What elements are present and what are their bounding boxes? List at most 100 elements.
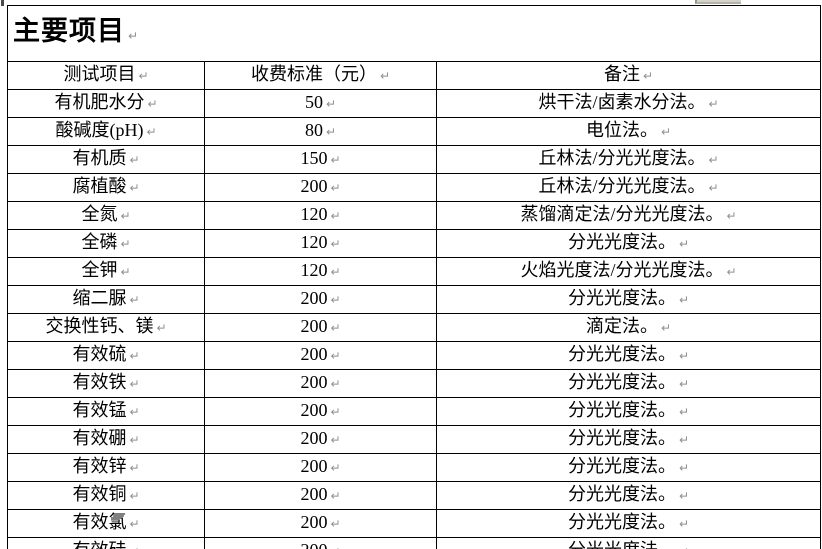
cell-test-item[interactable]: 腐植酸 ↵: [7, 173, 205, 202]
cell-test-item[interactable]: 有效硼 ↵: [7, 425, 205, 454]
cell-remark[interactable]: 分光光度法。↵: [436, 341, 821, 370]
cell-fee[interactable]: 200↵: [204, 425, 437, 454]
header-cell-fee[interactable]: 收费标准（元） ↵: [204, 61, 437, 90]
cell-remark[interactable]: 火焰光度法/分光光度法。 ↵: [436, 257, 821, 286]
cell-fee[interactable]: 200↵: [204, 397, 437, 426]
cell-text: 有效硫: [72, 344, 127, 364]
table-row: 酸碱度(pH) ↵ 80 ↵ 电位法。 ↵: [7, 117, 821, 146]
cell-remark[interactable]: 分光光度法。↵: [436, 537, 821, 549]
paragraph-mark-icon: ↵: [678, 349, 690, 363]
cell-text: 有效硼: [72, 428, 127, 448]
cell-test-item[interactable]: 有效氯 ↵: [7, 509, 205, 538]
cell-fee[interactable]: 200↵: [204, 537, 437, 549]
cell-text: 酸碱度(pH): [55, 120, 144, 140]
paragraph-mark-icon: ↵: [129, 153, 140, 167]
cell-text: 200: [300, 456, 328, 476]
cell-text: 全钾: [81, 260, 118, 280]
paragraph-mark-icon: ↵: [678, 293, 690, 307]
cell-test-item[interactable]: 有效锰 ↵: [7, 397, 205, 426]
cell-remark[interactable]: 分光光度法。↵: [436, 453, 821, 482]
cell-text: 有效铁: [72, 372, 127, 392]
cell-test-item[interactable]: 有机质 ↵: [7, 145, 205, 174]
paragraph-mark-icon: ↵: [379, 69, 391, 83]
cell-test-item[interactable]: 全钾 ↵: [7, 257, 205, 286]
cell-test-item[interactable]: 全磷 ↵: [7, 229, 205, 258]
cell-test-item[interactable]: 缩二脲 ↵: [7, 285, 205, 314]
paragraph-mark-icon: ↵: [129, 377, 140, 391]
cell-test-item[interactable]: 有效硫 ↵: [7, 341, 205, 370]
cell-remark[interactable]: 蒸馏滴定法/分光光度法。 ↵: [436, 201, 821, 230]
cell-fee[interactable]: 200↵: [204, 341, 437, 370]
cell-text: 200: [300, 176, 328, 196]
cell-fee[interactable]: 150 ↵: [204, 145, 437, 174]
scrollbar-fragment[interactable]: [695, 0, 741, 4]
cell-test-item[interactable]: 交换性钙、镁 ↵: [7, 313, 205, 342]
cell-fee[interactable]: 120 ↵: [204, 229, 437, 258]
cell-text: 80: [304, 120, 323, 140]
cell-test-item[interactable]: 有效硅↵: [7, 537, 205, 549]
cell-test-item[interactable]: 有机肥水分 ↵: [7, 89, 205, 118]
cell-remark[interactable]: 丘林法/分光光度法。 ↵: [436, 173, 821, 202]
cell-test-item[interactable]: 有效铁 ↵: [7, 369, 205, 398]
paragraph-mark-icon: ↵: [129, 517, 140, 531]
paragraph-mark-icon: ↵: [708, 181, 719, 195]
paragraph-mark-icon: ↵: [330, 461, 341, 475]
cell-fee[interactable]: 200↵: [204, 313, 437, 342]
cell-remark[interactable]: 分光光度法。↵: [436, 369, 821, 398]
table-row: 有效铜 ↵ 200 ↵ 分光光度法。 ↵: [7, 481, 821, 510]
cell-test-item[interactable]: 有效铜 ↵: [7, 481, 205, 510]
cell-text: 交换性钙、镁: [45, 316, 154, 336]
header-cell-remark[interactable]: 备注 ↵: [436, 61, 821, 90]
cell-remark[interactable]: 分光光度法。↵: [436, 285, 821, 314]
table-row: 有效锌 ↵ 200 ↵ 分光光度法。 ↵: [7, 453, 821, 482]
cell-fee[interactable]: 200↵: [204, 481, 437, 510]
cell-text: 有机质: [72, 148, 127, 168]
cell-test-item[interactable]: 酸碱度(pH) ↵: [7, 117, 205, 146]
cell-remark[interactable]: 滴定法。 ↵: [436, 313, 821, 342]
paragraph-mark-icon: ↵: [330, 293, 341, 307]
cell-remark[interactable]: 分光光度法。↵: [436, 509, 821, 538]
cell-text: 分光光度法。: [567, 512, 676, 532]
cell-fee[interactable]: 50 ↵: [204, 89, 437, 118]
cell-remark[interactable]: 分光光度法。↵: [436, 425, 821, 454]
cell-fee[interactable]: 200↵: [204, 369, 437, 398]
table-row: 腐植酸 ↵ 200 ↵ 丘林法/分光光度法。 ↵: [7, 173, 821, 202]
cell-text: 腐植酸: [72, 176, 127, 196]
cell-remark[interactable]: 分光光度法。↵: [436, 229, 821, 258]
paragraph-mark-icon: ↵: [129, 461, 140, 475]
cell-remark[interactable]: 分光光度法。↵: [436, 481, 821, 510]
cell-remark[interactable]: 丘林法/分光光度法。 ↵: [436, 145, 821, 174]
cell-text: 有效氯: [72, 512, 127, 532]
cell-fee[interactable]: 120 ↵: [204, 257, 437, 286]
cell-fee[interactable]: 200↵: [204, 285, 437, 314]
cell-text: 分光光度法。: [568, 540, 676, 549]
cell-remark[interactable]: 电位法。 ↵: [436, 117, 821, 146]
cell-text: 200: [300, 400, 328, 420]
cell-fee[interactable]: 120 ↵: [204, 201, 437, 230]
header-text: 备注: [603, 64, 640, 84]
cell-test-item[interactable]: 有效锌 ↵: [7, 453, 205, 482]
table-title-cell[interactable]: 主要项目 ↵: [7, 5, 821, 62]
paragraph-mark-icon: ↵: [330, 489, 341, 503]
paragraph-mark-icon: ↵: [678, 461, 690, 475]
paragraph-mark-icon: ↵: [330, 545, 340, 549]
cell-fee[interactable]: 200↵: [204, 453, 437, 482]
paragraph-mark-icon: ↵: [156, 321, 167, 335]
paragraph-mark-icon: ↵: [128, 29, 139, 43]
cell-remark[interactable]: 烘干法/卤素水分法。 ↵: [436, 89, 821, 118]
cell-remark[interactable]: 分光光度法。↵: [436, 397, 821, 426]
cell-text: 烘干法/卤素水分法。: [538, 92, 706, 112]
paragraph-mark-icon: ↵: [129, 349, 140, 363]
header-cell-test-item[interactable]: 测试项目 ↵: [7, 61, 205, 90]
header-text: 测试项目: [63, 64, 136, 84]
cell-fee[interactable]: 200↵: [204, 173, 437, 202]
cell-text: 200: [300, 512, 328, 532]
cell-text: 200: [300, 484, 328, 504]
cell-test-item[interactable]: 全氮 ↵: [7, 201, 205, 230]
cell-text: 电位法。: [585, 120, 658, 140]
cell-text: 分光光度法。: [567, 428, 676, 448]
cell-fee[interactable]: 80 ↵: [204, 117, 437, 146]
cell-text: 分光光度法。: [567, 232, 676, 252]
cell-fee[interactable]: 200↵: [204, 509, 437, 538]
